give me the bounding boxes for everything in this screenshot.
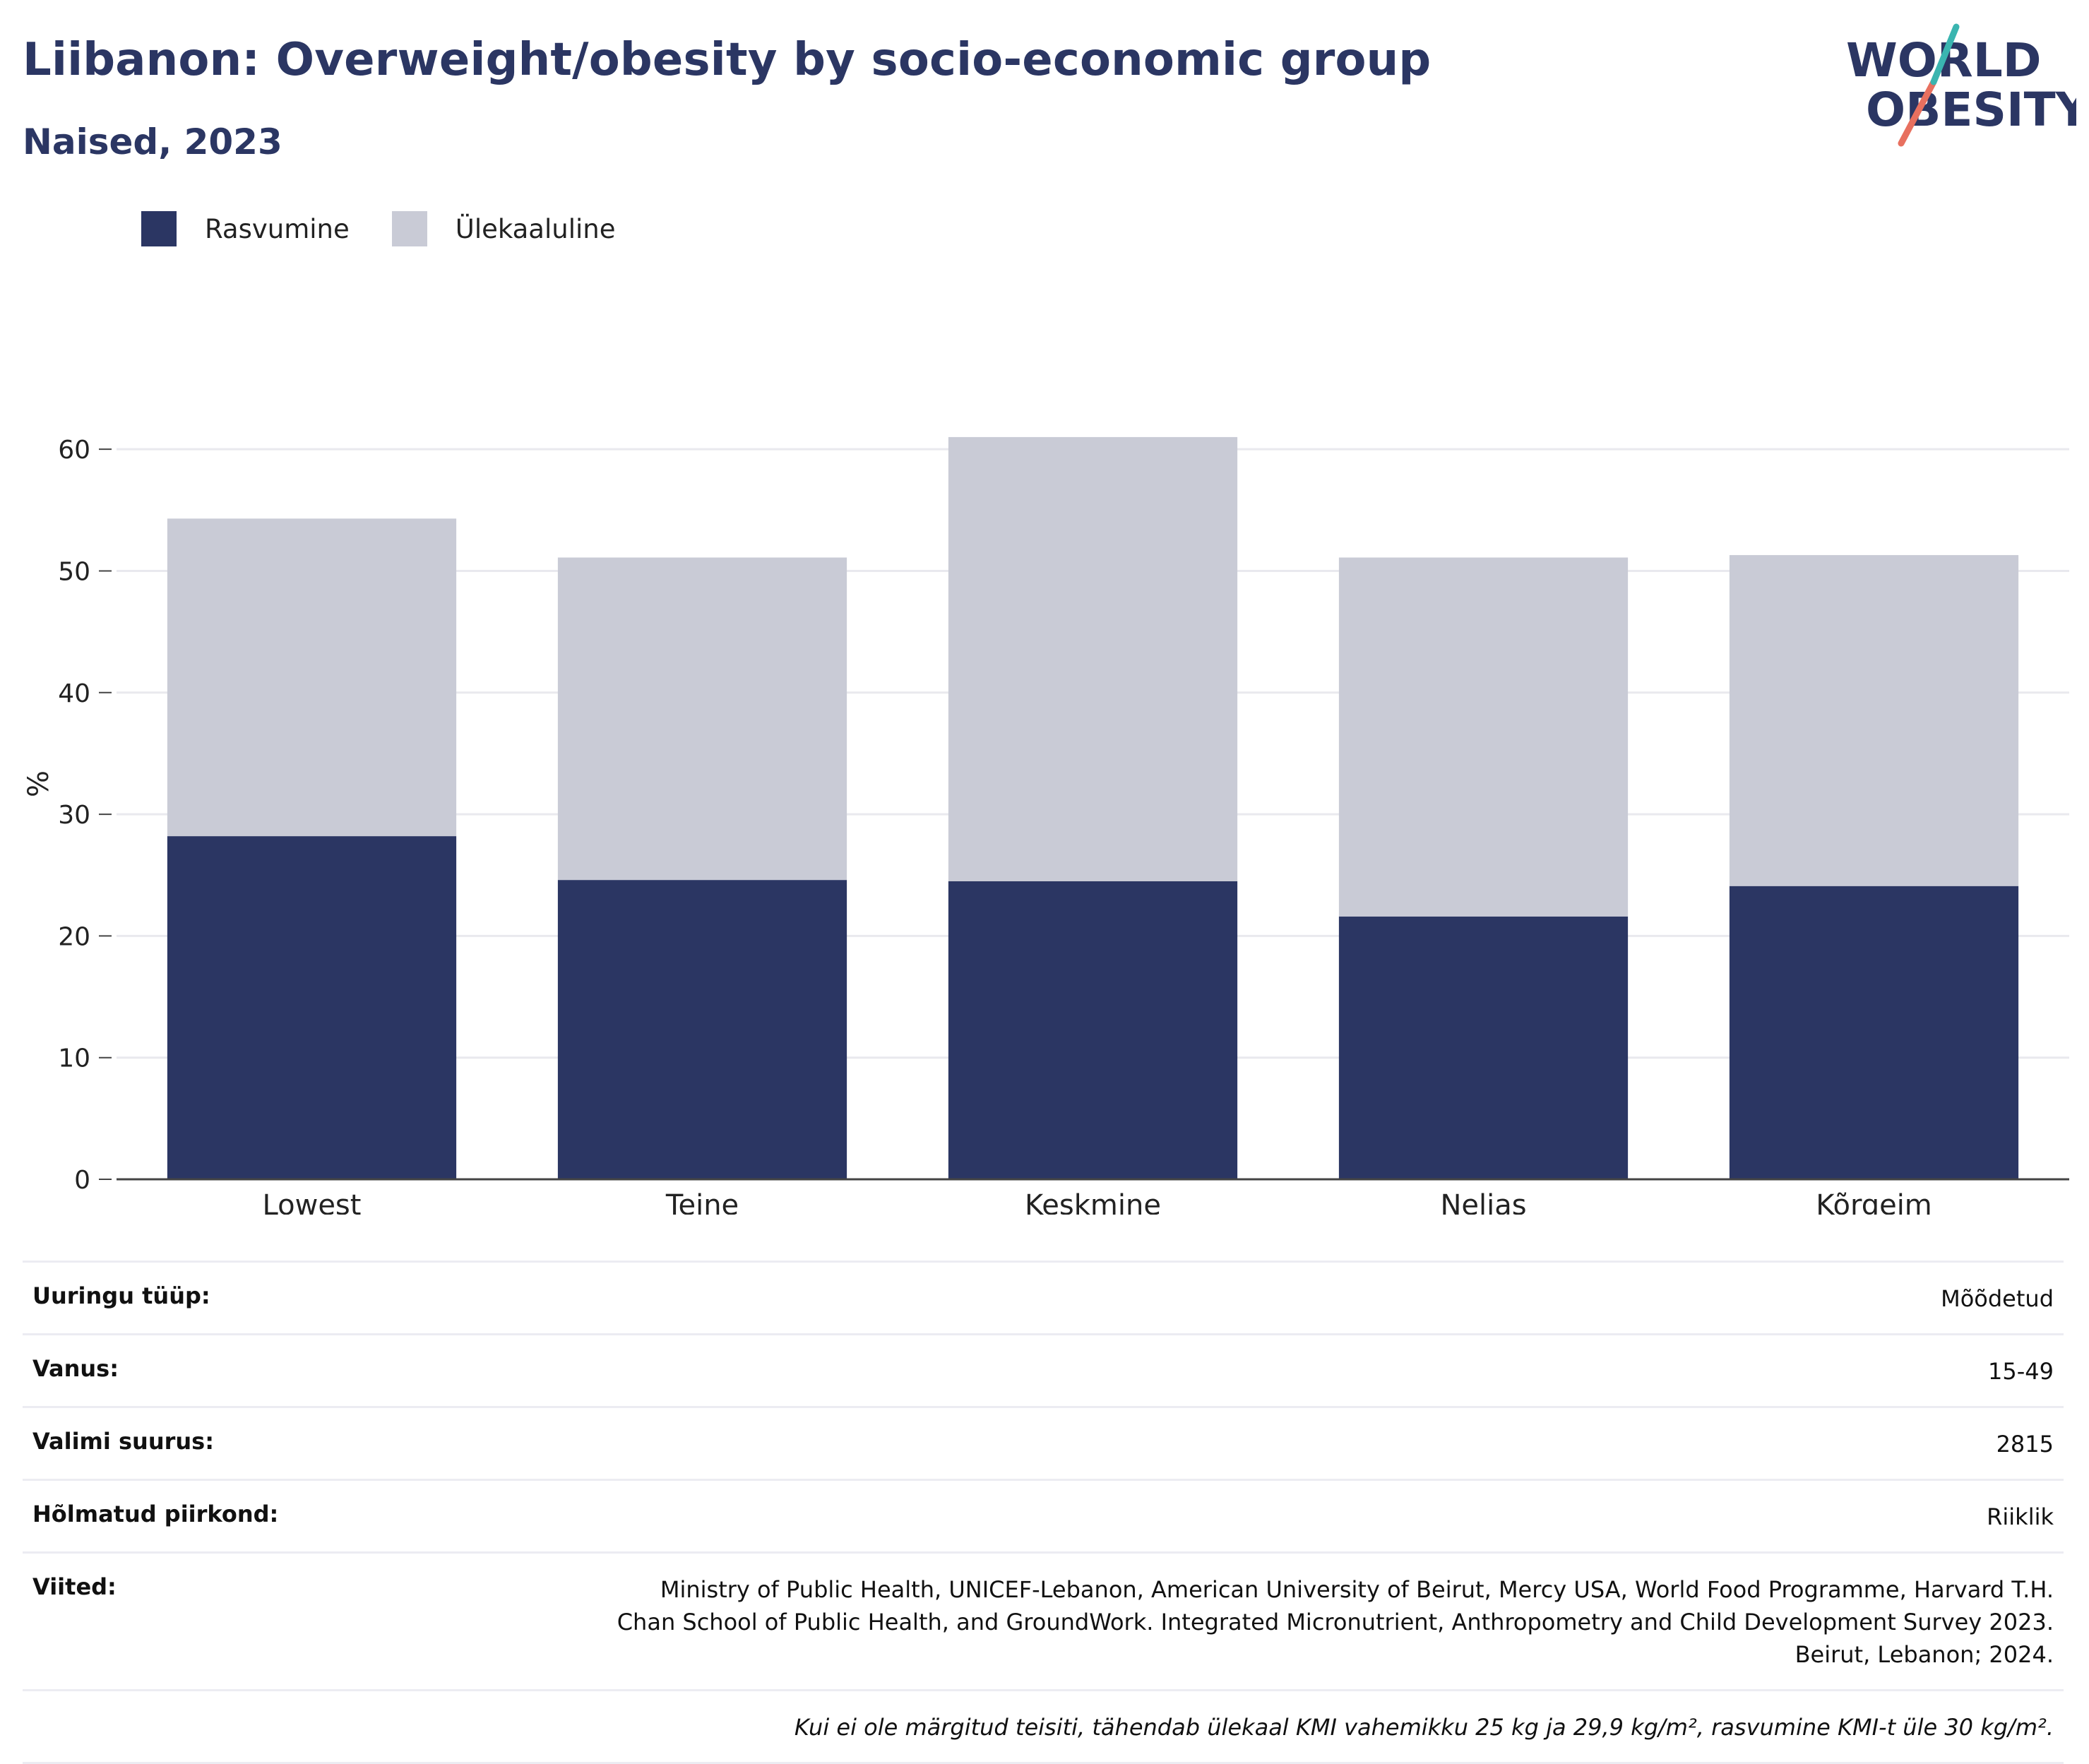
- info-value: 2815: [1996, 1431, 2054, 1458]
- bar-overweight-kõrgeim: [1729, 555, 2019, 886]
- info-row-survey-type: Uuringu tüüp: Mõõdetud: [23, 1261, 2064, 1333]
- bar-obesity-lowest: [167, 836, 457, 1179]
- info-row-sample-size: Valimi suurus: 2815: [23, 1406, 2064, 1479]
- survey-info-table: Uuringu tüüp: Mõõdetud Vanus: 15-49 Vali…: [23, 1261, 2064, 1764]
- info-key: Hõlmatud piirkond:: [32, 1501, 279, 1527]
- legend-item-overweight[interactable]: Ülekaaluline: [391, 211, 616, 246]
- y-axis-label: %: [23, 770, 55, 797]
- info-value: Mõõdetud: [1941, 1285, 2054, 1312]
- info-row-coverage: Hõlmatud piirkond: Riiklik: [23, 1479, 2064, 1551]
- bar-overweight-neljas: [1338, 557, 1629, 917]
- legend-item-obesity[interactable]: Rasvumine: [141, 211, 350, 246]
- definition-note: Kui ei ole märgitud teisiti, tähendab ül…: [794, 1714, 2054, 1741]
- chart-title: Liibanon: Overweight/obesity by socio-ec…: [23, 34, 1432, 86]
- info-value: Riiklik: [1987, 1503, 2054, 1530]
- svg-text:OBESITY: OBESITY: [1866, 83, 2076, 137]
- info-row-age: Vanus: 15-49: [23, 1333, 2064, 1406]
- x-tick-label: Kõrgeim: [1816, 1189, 1932, 1215]
- bar-obesity-teine: [557, 880, 847, 1179]
- x-tick-label: Lowest: [263, 1189, 362, 1215]
- bar-overweight-teine: [557, 557, 847, 881]
- y-tick-label: 40: [58, 679, 90, 708]
- legend-swatch-obesity: [141, 211, 177, 246]
- bar-obesity-neljas: [1338, 916, 1629, 1179]
- info-value: 15-49: [1988, 1358, 2054, 1385]
- y-tick-label: 50: [58, 557, 90, 586]
- bar-obesity-keskmine: [948, 881, 1238, 1179]
- world-obesity-logo: WORLD OBESITY: [1846, 23, 2076, 147]
- y-tick-label: 0: [74, 1166, 90, 1195]
- bar-obesity-kõrgeim: [1729, 886, 2019, 1179]
- info-row-references: Viited: Ministry of Public Health, UNICE…: [23, 1551, 2064, 1689]
- y-tick-label: 10: [58, 1044, 90, 1073]
- x-tick-label: Keskmine: [1025, 1189, 1161, 1215]
- legend-swatch-overweight: [391, 211, 427, 246]
- bar-overweight-lowest: [167, 518, 457, 837]
- info-row-note: Kui ei ole märgitud teisiti, tähendab ül…: [23, 1689, 2064, 1764]
- info-key: Viited:: [32, 1573, 117, 1600]
- references-text: Ministry of Public Health, UNICEF-Lebano…: [617, 1576, 2054, 1668]
- legend-label-overweight: Ülekaaluline: [455, 213, 616, 244]
- info-key: Valimi suurus:: [32, 1428, 215, 1455]
- info-key: Vanus:: [32, 1355, 119, 1382]
- x-tick-label: Teine: [665, 1189, 739, 1215]
- chart-legend: Rasvumine Ülekaaluline: [141, 210, 658, 247]
- x-tick-label: Neljas: [1440, 1189, 1526, 1215]
- info-key: Uuringu tüüp:: [32, 1282, 210, 1309]
- bar-overweight-keskmine: [948, 436, 1238, 881]
- y-tick-label: 20: [58, 922, 90, 951]
- stacked-bar-chart: 0 10 20 30 40 50 60% Lowest Teine Keskmine Neljas K…: [23, 436, 2069, 1215]
- y-tick-label: 30: [58, 801, 90, 830]
- y-tick-label: 60: [58, 436, 90, 465]
- chart-subtitle: Naised, 2023: [23, 121, 282, 162]
- legend-label-obesity: Rasvumine: [205, 213, 350, 244]
